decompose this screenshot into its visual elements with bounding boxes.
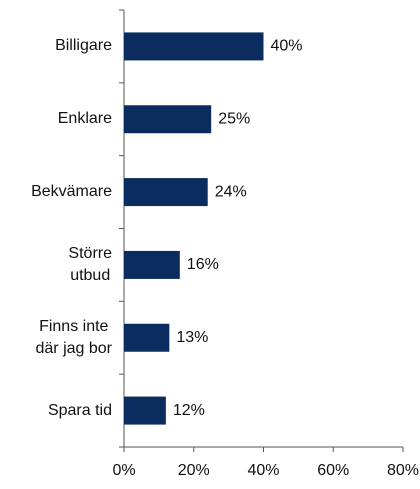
bar (124, 32, 264, 61)
x-tick-label: 60% (317, 462, 349, 479)
category-text: Bekvämare (31, 183, 112, 201)
value-label: 40% (271, 38, 303, 55)
category-text: Enklare (57, 110, 112, 128)
y-tick-label: Billigare (55, 16, 112, 76)
category-text: Spara tid (47, 401, 112, 419)
x-tick-label: 40% (247, 462, 279, 479)
bar (124, 250, 180, 279)
category-text: Billigare (55, 37, 112, 55)
y-tick-label: Enklare (58, 89, 112, 149)
y-tick-label: Finns inte där jag bor (36, 308, 113, 368)
x-tick-label: 0% (112, 462, 135, 479)
value-label: 24% (215, 183, 247, 200)
value-label: 13% (176, 329, 208, 346)
bar (124, 323, 170, 352)
x-tick-label: 80% (387, 462, 419, 479)
value-label: 16% (187, 256, 219, 273)
bar (124, 396, 166, 425)
x-tick-label: 20% (178, 462, 210, 479)
category-text: Större utbud (68, 244, 112, 284)
y-tick-label: Bekvämare (31, 162, 112, 222)
bar (124, 178, 208, 207)
bar (124, 105, 212, 134)
category-text: Finns inte där jag bor (35, 317, 113, 357)
value-label: 12% (173, 402, 205, 419)
y-tick-label: Spara tid (48, 381, 112, 441)
value-label: 25% (218, 110, 250, 127)
y-tick-label: Större utbud (68, 235, 112, 295)
